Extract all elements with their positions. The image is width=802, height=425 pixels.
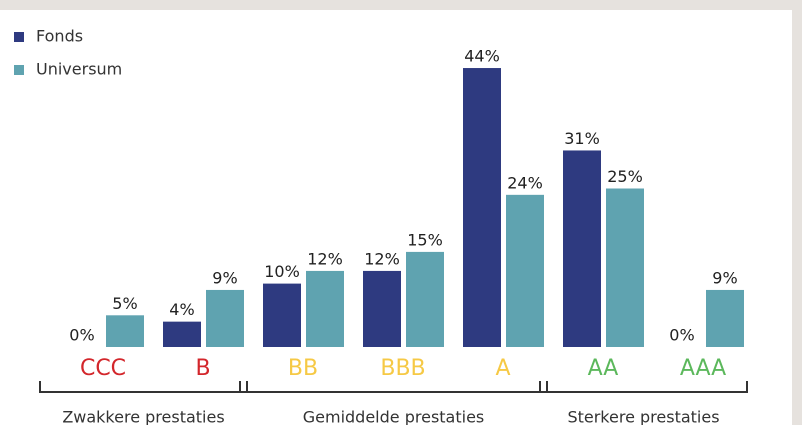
group-label: Gemiddelde prestaties — [303, 408, 485, 425]
x-tick-label: BB — [288, 356, 318, 381]
bar — [206, 289, 244, 347]
value-label: 24% — [507, 173, 543, 192]
value-label: 25% — [607, 167, 643, 186]
bar — [306, 270, 344, 347]
bar — [406, 251, 444, 347]
value-label: 0% — [69, 326, 94, 345]
x-tick-label: A — [495, 356, 510, 381]
x-tick-label: AA — [588, 356, 619, 381]
group-label: Zwakkere prestaties — [62, 408, 224, 425]
value-label: 12% — [307, 249, 343, 268]
bar — [563, 150, 601, 347]
bar — [606, 188, 644, 347]
value-label: 44% — [464, 47, 500, 66]
value-label: 9% — [712, 268, 737, 287]
group-bracket — [39, 381, 248, 393]
x-tick-label: BBB — [380, 356, 425, 381]
bar — [363, 270, 401, 347]
x-tick-label: CCC — [80, 356, 126, 381]
bar — [506, 194, 544, 347]
value-label: 9% — [212, 268, 237, 287]
bar — [263, 283, 301, 347]
x-tick-label: AAA — [680, 356, 726, 381]
group-label: Sterkere prestaties — [567, 408, 719, 425]
bar — [463, 68, 501, 347]
legend-swatch — [14, 65, 24, 75]
group-bracket — [539, 381, 748, 393]
value-label: 12% — [364, 249, 400, 268]
value-label: 0% — [669, 326, 694, 345]
group-bracket — [239, 381, 548, 393]
value-label: 10% — [264, 262, 300, 281]
value-label: 15% — [407, 230, 443, 249]
bar — [163, 321, 201, 347]
bar — [706, 289, 744, 347]
panel — [0, 10, 792, 425]
legend-label: Fonds — [36, 27, 83, 46]
legend-label: Universum — [36, 60, 122, 79]
value-label: 31% — [564, 129, 600, 148]
bar — [106, 315, 144, 347]
value-label: 5% — [112, 294, 137, 313]
x-tick-label: B — [195, 356, 210, 381]
value-label: 4% — [169, 300, 194, 319]
legend-swatch — [14, 32, 24, 42]
